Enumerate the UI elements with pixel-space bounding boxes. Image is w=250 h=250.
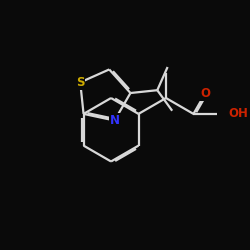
Text: S: S	[76, 76, 84, 89]
Text: OH: OH	[228, 108, 248, 120]
Text: N: N	[110, 114, 120, 127]
Text: O: O	[200, 87, 210, 100]
